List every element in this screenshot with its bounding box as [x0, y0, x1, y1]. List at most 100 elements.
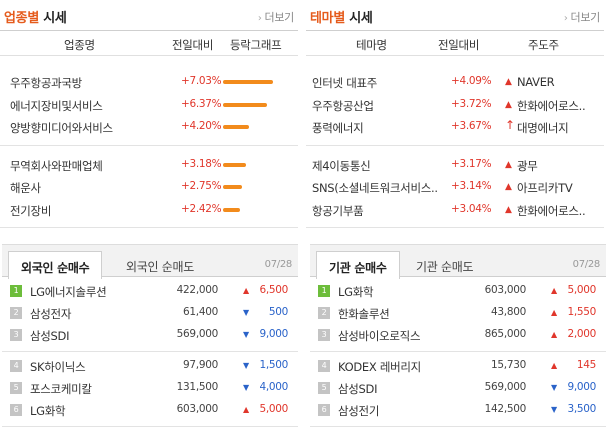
industry-name[interactable]: 전기장비 [10, 203, 52, 218]
theme-leader-stock[interactable]: 한화에어로스.. [517, 98, 586, 113]
stock-name[interactable]: 한화솔루션 [338, 307, 390, 321]
tab-institution-net-sell[interactable]: 기관 순매도 [416, 260, 474, 274]
rank-badge: 3 [318, 329, 330, 341]
theme-change: +3.17% [451, 157, 492, 170]
institution-row[interactable]: 4 KODEX 레버리지 15,730 ▲ 145 [310, 355, 606, 377]
institution-row[interactable]: 6 삼성전기 142,500 ▼ 3,500 [310, 399, 606, 421]
stock-name[interactable]: 삼성전기 [338, 404, 380, 418]
theme-row[interactable]: 제4이동통신 +3.17% ▲ 광무 [306, 154, 604, 177]
stock-name[interactable]: KODEX 레버리지 [338, 360, 421, 374]
stock-name[interactable]: 삼성SDI [338, 382, 378, 396]
industry-name[interactable]: 무역회사와판매업체 [10, 158, 103, 173]
stock-name[interactable]: LG화학 [30, 404, 66, 418]
industry-change: +2.42% [181, 202, 222, 215]
tab-foreign-net-buy[interactable]: 외국인 순매수 [8, 251, 103, 279]
theme-row[interactable]: 항공기부품 +3.04% ▲ 한화에어로스.. [306, 199, 604, 222]
foreign-row[interactable]: 1 LG에너지솔루션 422,000 ▲ 6,500 [2, 280, 298, 302]
stock-change: 9,000 [567, 381, 596, 393]
theme-column-header: 테마명 전일대비 주도주 [306, 30, 604, 56]
foreign-row[interactable]: 4 SK하이닉스 97,900 ▼ 1,500 [2, 355, 298, 377]
rank-badge: 2 [10, 307, 22, 319]
institution-row[interactable]: 1 LG화학 603,000 ▲ 5,000 [310, 280, 606, 302]
rank-badge: 2 [318, 307, 330, 319]
stock-name[interactable]: LG화학 [338, 285, 374, 299]
col-change: 전일대비 [172, 38, 214, 52]
theme-leader-stock[interactable]: 한화에어로스.. [517, 203, 586, 218]
industry-change: +7.03% [181, 75, 222, 87]
theme-change: +3.04% [451, 202, 492, 215]
foreign-date: 07/28 [264, 259, 293, 270]
institution-group-2: 4 KODEX 레버리지 15,730 ▲ 145 5 삼성SDI 569,000 ▼ 9,000… [310, 352, 606, 427]
theme-row[interactable]: 우주항공산업 +3.72% ▲ 한화에어로스.. [306, 94, 604, 117]
industry-row[interactable]: 전기장비 +2.42% [0, 199, 298, 222]
up-triangle-icon: ▲ [551, 361, 557, 370]
stock-change: 500 [268, 306, 288, 318]
theme-more-link[interactable]: › 더보기 [563, 11, 600, 24]
stock-price: 422,000 [176, 284, 219, 296]
industry-row[interactable]: 무역회사와판매업체 +3.18% [0, 154, 298, 177]
tab-foreign-net-sell[interactable]: 외국인 순매도 [126, 260, 194, 274]
theme-name[interactable]: 우주항공산업 [312, 98, 374, 113]
theme-group-2: 제4이동통신 +3.17% ▲ 광무 SNS(소셜네트워크서비스.. +3.14% ▲ 아프리… [306, 146, 604, 228]
institution-row[interactable]: 5 삼성SDI 569,000 ▼ 9,000 [310, 377, 606, 399]
industry-name[interactable]: 에너지장비및서비스 [10, 98, 103, 113]
chevron-right-icon: › [257, 13, 262, 24]
industry-name[interactable]: 우주항공과국방 [10, 76, 82, 90]
theme-name[interactable]: 풍력에너지 [312, 121, 364, 135]
theme-name[interactable]: 항공기부품 [312, 203, 364, 218]
industry-name[interactable]: 양방향미디어와서비스 [10, 121, 113, 135]
foreign-row[interactable]: 2 삼성전자 61,400 ▼ 500 [2, 302, 298, 324]
col-leader: 주도주 [528, 38, 559, 52]
theme-name[interactable]: SNS(소셜네트워크서비스.. [312, 181, 438, 195]
tab-institution-net-buy[interactable]: 기관 순매수 [316, 251, 400, 279]
industry-change: +6.37% [181, 97, 222, 110]
theme-name[interactable]: 인터넷 대표주 [312, 76, 378, 90]
theme-leader-stock[interactable]: 광무 [517, 158, 538, 173]
up-triangle-icon: ▲ [243, 405, 249, 414]
stock-price: 15,730 [491, 359, 526, 371]
industry-change: +3.18% [181, 157, 222, 170]
stock-change: 1,550 [567, 306, 596, 318]
theme-panel: 테마별 시세 › 더보기 테마명 전일대비 주도주 인터넷 대표주 +4.09% ▲ N… [306, 0, 604, 228]
down-triangle-icon: ▼ [243, 361, 249, 370]
theme-row[interactable]: 풍력에너지 +3.67% ↑ 대명에너지 [306, 116, 604, 139]
theme-title[interactable]: 테마별 시세 [310, 11, 373, 26]
stock-price: 142,500 [484, 403, 527, 415]
rank-badge: 4 [10, 360, 22, 372]
theme-row[interactable]: 인터넷 대표주 +4.09% ▲ NAVER [306, 71, 604, 94]
industry-row[interactable]: 에너지장비및서비스 +6.37% [0, 94, 298, 117]
industry-change-bar [223, 80, 273, 84]
stock-name[interactable]: 삼성SDI [30, 329, 70, 343]
industry-group-1: 우주항공과국방 +7.03% 에너지장비및서비스 +6.37% 양방향미디어와서비스 +4… [0, 67, 298, 146]
institution-row[interactable]: 3 삼성바이오로직스 865,000 ▲ 2,000 [310, 324, 606, 346]
stock-name[interactable]: 포스코케미칼 [30, 382, 92, 396]
rank-badge: 1 [318, 285, 330, 297]
foreign-row[interactable]: 3 삼성SDI 569,000 ▼ 9,000 [2, 324, 298, 346]
theme-row[interactable]: SNS(소셜네트워크서비스.. +3.14% ▲ 아프리카TV [306, 176, 604, 199]
stock-name[interactable]: SK하이닉스 [30, 360, 86, 374]
foreign-row[interactable]: 6 LG화학 603,000 ▲ 5,000 [2, 399, 298, 421]
stock-name[interactable]: 삼성바이오로직스 [338, 329, 421, 343]
col-industry-name: 업종명 [64, 38, 95, 52]
theme-name[interactable]: 제4이동통신 [312, 158, 371, 173]
theme-leader-stock[interactable]: 아프리카TV [517, 181, 573, 195]
industry-row[interactable]: 해운사 +2.75% [0, 176, 298, 199]
industry-title[interactable]: 업종별 시세 [4, 11, 67, 26]
up-triangle-icon: ▲ [505, 77, 512, 87]
stock-name[interactable]: LG에너지솔루션 [30, 285, 107, 299]
institution-row[interactable]: 2 한화솔루션 43,800 ▲ 1,550 [310, 302, 606, 324]
down-triangle-icon: ▼ [243, 383, 249, 392]
theme-leader-stock[interactable]: NAVER [517, 75, 555, 89]
rank-badge: 3 [10, 329, 22, 341]
foreign-row[interactable]: 5 포스코케미칼 131,500 ▼ 4,000 [2, 377, 298, 399]
col-theme-name: 테마명 [356, 38, 387, 52]
stock-change: 6,500 [259, 284, 288, 296]
industry-more-link[interactable]: › 더보기 [257, 11, 294, 24]
industry-header: 업종별 시세 › 더보기 [0, 0, 298, 30]
theme-leader-stock[interactable]: 대명에너지 [517, 121, 569, 135]
industry-row[interactable]: 양방향미디어와서비스 +4.20% [0, 116, 298, 139]
industry-row[interactable]: 우주항공과국방 +7.03% [0, 71, 298, 94]
industry-name[interactable]: 해운사 [10, 181, 41, 195]
stock-name[interactable]: 삼성전자 [30, 307, 72, 321]
stock-price: 43,800 [491, 306, 526, 318]
